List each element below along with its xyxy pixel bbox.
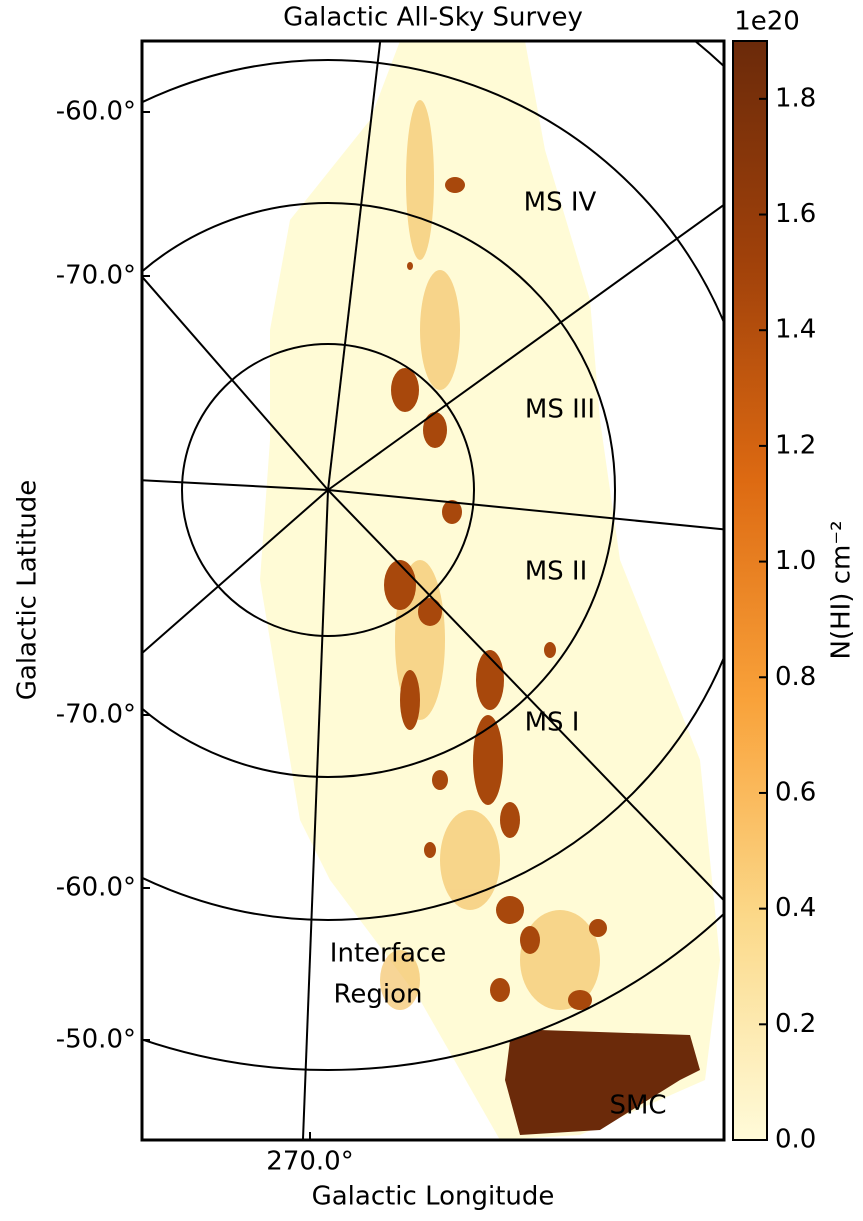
y-tick-label: -50.0°	[56, 1025, 136, 1055]
colorbar-tick-label: 1.2	[775, 430, 816, 460]
colorbar-tick-label: 0.6	[775, 777, 816, 807]
annotation: MS I	[525, 708, 580, 738]
y-tick-label: -60.0°	[56, 97, 136, 127]
annotation: MS II	[525, 557, 588, 587]
annotation: Interface	[330, 939, 446, 969]
y-tick-label: -60.0°	[56, 873, 136, 903]
colorbar-offset: 1e20	[734, 7, 800, 37]
x-tick-label: 270.0°	[266, 1147, 353, 1177]
annotation: SMC	[609, 1091, 666, 1121]
colorbar-tick-label: 1.8	[775, 83, 816, 113]
colorbar-tick-label: 0.8	[775, 662, 816, 692]
colorbar	[732, 40, 768, 1141]
y-tick-label: -70.0°	[56, 261, 136, 291]
y-axis-label: Galactic Latitude	[13, 480, 43, 701]
annotation: Region	[333, 980, 422, 1010]
y-tick-label: -70.0°	[56, 700, 136, 730]
axes-frame	[140, 39, 726, 1142]
colorbar-tick-label: 0.2	[775, 1009, 816, 1039]
colorbar-tick-label: 1.0	[775, 546, 816, 576]
colorbar-tick-label: 1.4	[775, 315, 816, 345]
chart-title: Galactic All-Sky Survey	[283, 3, 583, 33]
annotation: MS III	[525, 395, 595, 425]
x-axis-label: Galactic Longitude	[312, 1182, 555, 1212]
annotation: MS IV	[524, 188, 597, 218]
colorbar-label: N(HI) cm⁻²	[827, 521, 857, 660]
colorbar-tick-label: 1.6	[775, 199, 816, 229]
colorbar-tick-label: 0.0	[775, 1125, 816, 1155]
colorbar-tick-label: 0.4	[775, 893, 816, 923]
